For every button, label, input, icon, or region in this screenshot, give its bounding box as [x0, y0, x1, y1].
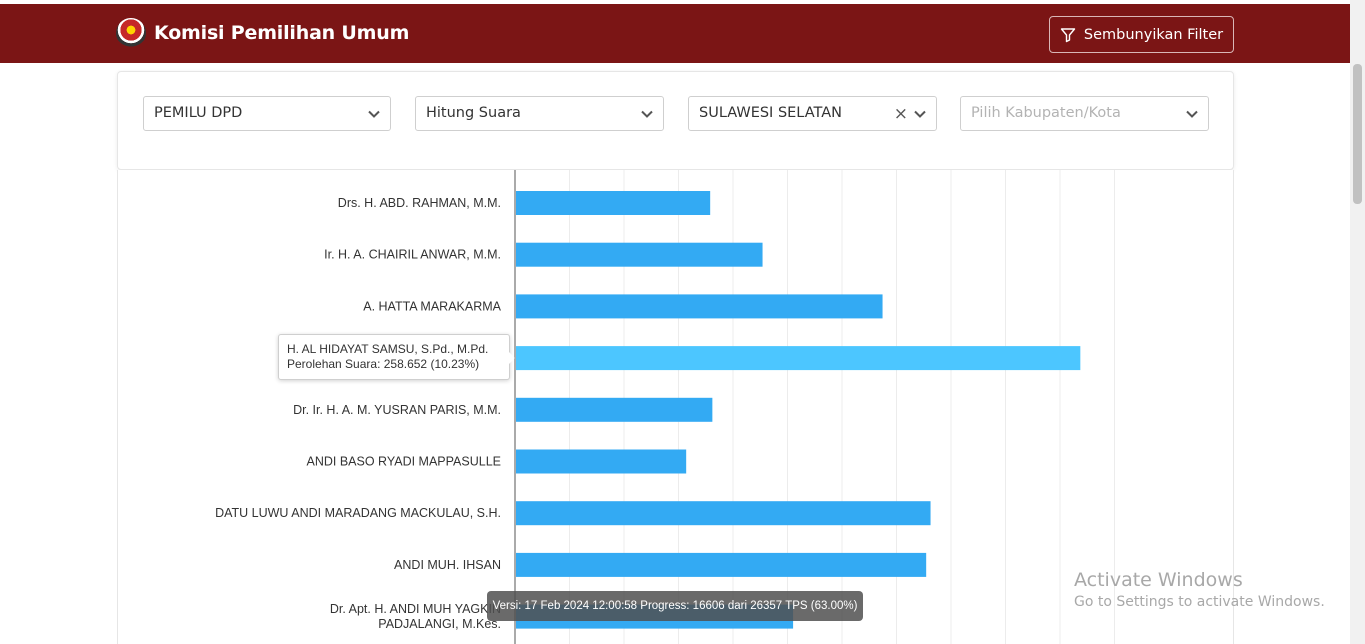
- bar[interactable]: [516, 346, 1081, 371]
- category-label: DATU LUWU ANDI MARADANG MACKULAU, S.H.: [215, 506, 501, 520]
- regency-select[interactable]: Pilih Kabupaten/Kota: [960, 96, 1209, 131]
- windows-activation-watermark: Activate Windows Go to Settings to activ…: [1074, 569, 1325, 610]
- chevron-down-icon: [641, 110, 653, 118]
- chart-tooltip: H. AL HIDAYAT SAMSU, S.Pd., M.Pd. Perole…: [278, 334, 515, 380]
- bar[interactable]: [516, 501, 931, 526]
- tooltip-votes: Perolehan Suara: 258.652 (10.23%): [287, 357, 480, 371]
- hide-filter-label: Sembunyikan Filter: [1083, 26, 1224, 43]
- bar[interactable]: [516, 242, 763, 267]
- mode-select[interactable]: Hitung Suara: [415, 96, 664, 131]
- election-select[interactable]: PEMILU DPD: [143, 96, 391, 131]
- province-select[interactable]: SULAWESI SELATAN ×: [688, 96, 937, 131]
- clear-icon[interactable]: ×: [893, 104, 908, 124]
- navbar: Komisi Pemilihan Umum Sembunyikan Filter: [0, 4, 1350, 63]
- chevron-down-icon: [914, 110, 926, 118]
- category-label: ANDI BASO RYADI MAPPASULLE: [306, 455, 501, 469]
- category-label: Ir. H. A. CHAIRIL ANWAR, M.M.: [324, 248, 501, 262]
- chevron-down-icon: [1186, 110, 1198, 118]
- chevron-down-icon: [368, 110, 380, 118]
- vote-bar-chart: Drs. H. ABD. RAHMAN, M.M. Ir. H. A. CHAIR…: [215, 170, 1115, 644]
- bar[interactable]: [516, 449, 687, 474]
- scrollbar-thumb[interactable]: [1353, 64, 1362, 204]
- kpu-logo-icon: [116, 18, 146, 48]
- top-strip: [0, 0, 1350, 4]
- brand[interactable]: Komisi Pemilihan Umum: [116, 18, 409, 48]
- chart-card: Drs. H. ABD. RAHMAN, M.M. Ir. H. A. CHAIR…: [117, 170, 1234, 644]
- category-label: Dr. Apt. H. ANDI MUH YAGKIN PADJALANGI, M…: [330, 602, 501, 631]
- watermark-subtitle: Go to Settings to activate Windows.: [1074, 594, 1325, 610]
- watermark-title: Activate Windows: [1074, 569, 1243, 591]
- province-select-value: SULAWESI SELATAN: [699, 105, 843, 121]
- election-select-value: PEMILU DPD: [154, 105, 243, 121]
- regency-select-placeholder: Pilih Kabupaten/Kota: [971, 105, 1121, 121]
- app-title: Komisi Pemilihan Umum: [154, 22, 410, 44]
- category-label: Drs. H. ABD. RAHMAN, M.M.: [338, 196, 501, 210]
- category-label: A. HATTA MARAKARMA: [363, 299, 501, 313]
- filter-icon: [1060, 27, 1076, 42]
- category-label: Dr. Ir. H. A. M. YUSRAN PARIS, M.M.: [293, 403, 501, 417]
- bar[interactable]: [516, 191, 711, 215]
- page-scrollbar[interactable]: [1350, 0, 1365, 644]
- category-label: ANDI MUH. IHSAN: [394, 558, 501, 572]
- mode-select-value: Hitung Suara: [426, 105, 521, 121]
- hide-filter-button[interactable]: Sembunyikan Filter: [1049, 16, 1234, 53]
- bar[interactable]: [516, 552, 927, 577]
- tooltip-candidate-name: H. AL HIDAYAT SAMSU, S.Pd., M.Pd.: [287, 342, 489, 356]
- version-progress-text: Versi: 17 Feb 2024 12:00:58 Progress: 16…: [492, 600, 858, 612]
- bar[interactable]: [516, 397, 713, 422]
- filter-panel: PEMILU DPD Hitung Suara SULAWESI SELATAN…: [117, 71, 1234, 170]
- version-progress-badge: Versi: 17 Feb 2024 12:00:58 Progress: 16…: [487, 591, 863, 621]
- bar[interactable]: [516, 294, 883, 319]
